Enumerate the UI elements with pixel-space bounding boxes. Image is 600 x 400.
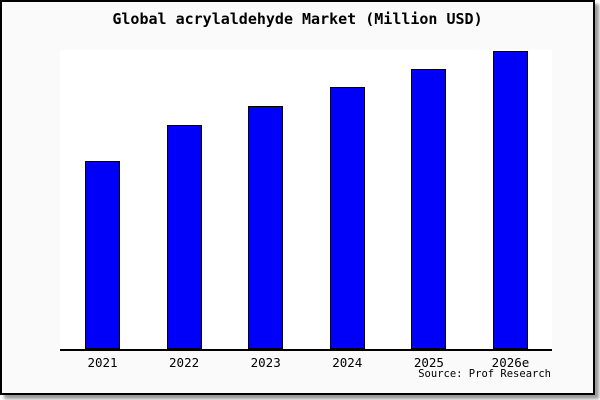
bar-2026e bbox=[493, 51, 528, 349]
x-axis-label-2024: 2024 bbox=[332, 355, 363, 370]
bar-2023 bbox=[248, 106, 284, 349]
x-axis-label-2026e: 2026e bbox=[491, 355, 530, 370]
chart-title: Global acrylaldehyde Market (Million USD… bbox=[112, 10, 483, 28]
bar-2025 bbox=[411, 69, 447, 349]
source-credit: Source: Prof Research bbox=[418, 368, 551, 380]
x-axis-label-2025: 2025 bbox=[413, 355, 444, 370]
bar-2021 bbox=[85, 161, 120, 349]
chart-window: Global acrylaldehyde Market (Million USD… bbox=[0, 0, 595, 395]
x-axis-label-2022: 2022 bbox=[169, 355, 200, 370]
x-axis-label-2021: 2021 bbox=[87, 355, 118, 370]
bar-2024 bbox=[329, 87, 365, 349]
plot-area bbox=[60, 50, 552, 351]
x-axis-label-2023: 2023 bbox=[250, 355, 281, 370]
bar-2022 bbox=[166, 125, 202, 349]
